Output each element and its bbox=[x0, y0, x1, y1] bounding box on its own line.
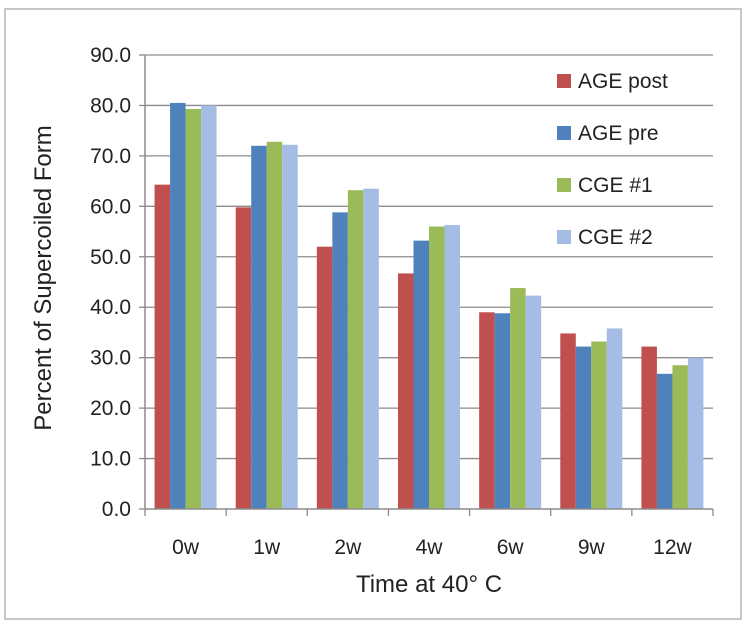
bar-age-post-1w bbox=[235, 207, 252, 509]
y-tick-label: 70.0 bbox=[90, 145, 131, 168]
y-tick-label: 30.0 bbox=[90, 347, 131, 370]
y-tick-label: 20.0 bbox=[90, 397, 131, 420]
bar-cge-2-2w bbox=[363, 188, 379, 509]
bar-age-pre-12w bbox=[656, 373, 673, 509]
bar-age-post-0w bbox=[154, 184, 171, 510]
bar-cge-2-9w bbox=[606, 328, 623, 509]
bar-cge-1-1w bbox=[266, 141, 283, 509]
bar-cge-1-9w bbox=[591, 341, 607, 509]
y-tick-label: 10.0 bbox=[90, 448, 131, 471]
bar-age-post-12w bbox=[641, 346, 657, 509]
bar-age-post-4w bbox=[398, 273, 414, 509]
x-tick-label: 9w bbox=[578, 536, 606, 559]
legend: AGE post AGE pre CGE #1 CGE #2 bbox=[557, 70, 668, 249]
legend-swatch bbox=[557, 230, 571, 244]
y-tick-label: 60.0 bbox=[90, 195, 131, 218]
bar-age-pre-1w bbox=[251, 145, 267, 510]
y-tick-label: 50.0 bbox=[90, 246, 131, 269]
bar-cge-2-1w bbox=[282, 144, 298, 509]
bar-age-pre-4w bbox=[413, 240, 429, 509]
legend-label: AGE pre bbox=[578, 122, 659, 145]
bar-cge-2-12w bbox=[687, 357, 704, 509]
legend-swatch bbox=[557, 126, 571, 140]
y-tick-label: 80.0 bbox=[90, 94, 131, 117]
bar-cge-1-2w bbox=[347, 190, 364, 510]
x-axis-title: Time at 40° C bbox=[356, 571, 502, 598]
legend-swatch bbox=[557, 178, 571, 192]
legend-label: AGE post bbox=[578, 70, 668, 93]
bar-age-post-2w bbox=[316, 246, 333, 509]
axes bbox=[144, 55, 714, 516]
bar-series-group bbox=[154, 102, 704, 510]
x-tick-labels: 0w 1w 2w 4w 6w 9w 12w bbox=[172, 536, 692, 559]
bar-age-post-6w bbox=[479, 312, 495, 509]
y-tick-labels: 0.0 10.0 20.0 30.0 40.0 50.0 60.0 70.0 80.0 90.0 bbox=[90, 44, 131, 521]
bar-cge-1-0w bbox=[185, 108, 202, 509]
bar-cge-2-4w bbox=[444, 224, 460, 509]
bar-age-pre-2w bbox=[332, 212, 348, 510]
x-tick-label: 4w bbox=[416, 536, 444, 559]
y-axis-title: Percent of Supercoiled Form bbox=[30, 125, 57, 430]
bar-cge-1-4w bbox=[429, 226, 445, 509]
x-tick-label: 1w bbox=[253, 536, 281, 559]
bar-age-pre-6w bbox=[494, 313, 511, 509]
bar-cge-1-6w bbox=[510, 288, 526, 509]
y-tick-label: 90.0 bbox=[90, 44, 131, 67]
y-tick-label: 40.0 bbox=[90, 296, 131, 319]
bar-age-pre-9w bbox=[575, 346, 592, 509]
x-tick-label: 2w bbox=[334, 536, 362, 559]
bar-cge-2-6w bbox=[525, 295, 542, 509]
y-tick-label: 0.0 bbox=[102, 498, 131, 521]
legend-swatch bbox=[557, 74, 571, 88]
legend-label: CGE #1 bbox=[578, 174, 653, 197]
x-tick-label: 6w bbox=[497, 536, 525, 559]
x-tick-label: 0w bbox=[172, 536, 200, 559]
legend-label: CGE #2 bbox=[578, 226, 653, 249]
bar-cge-2-0w bbox=[201, 105, 217, 509]
bar-age-post-9w bbox=[560, 333, 576, 509]
bar-age-pre-0w bbox=[170, 102, 186, 509]
bar-cge-1-12w bbox=[672, 365, 688, 509]
x-tick-label: 12w bbox=[653, 536, 692, 559]
